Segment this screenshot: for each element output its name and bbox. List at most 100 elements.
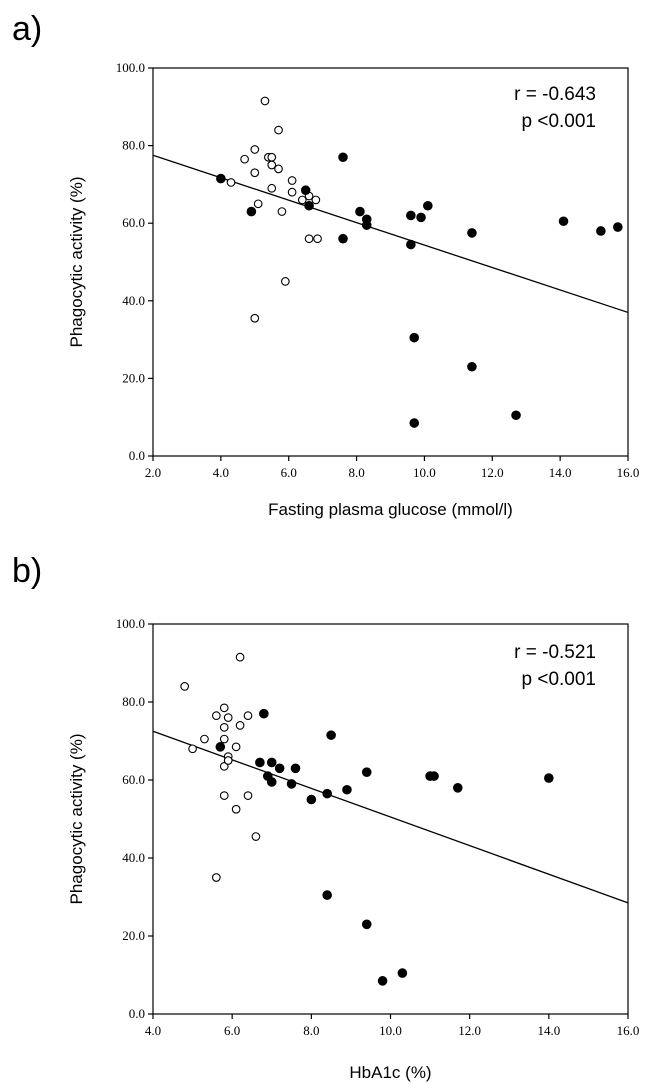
y-tick-label: 60.0 <box>122 215 145 230</box>
data-point-open <box>250 168 260 178</box>
data-point-filled <box>266 777 277 787</box>
data-point-filled <box>409 418 420 428</box>
data-point-filled <box>290 763 301 774</box>
data-point-open <box>280 277 290 286</box>
data-point-filled <box>286 779 297 789</box>
y-tick-label: 100.0 <box>116 616 145 631</box>
data-point-open <box>313 234 322 244</box>
data-point-open <box>250 145 260 154</box>
data-point-open <box>267 152 277 162</box>
data-point-open <box>287 187 297 197</box>
data-point-filled <box>338 233 348 244</box>
data-point-filled <box>342 784 352 795</box>
data-point-filled <box>558 216 569 227</box>
data-point-filled <box>355 206 365 217</box>
data-point-open <box>219 791 229 800</box>
x-axis-title: HbA1c (%) <box>349 1063 431 1082</box>
data-point-open <box>260 96 270 106</box>
x-tick-label: 6.0 <box>224 1023 240 1038</box>
x-tick-label: 8.0 <box>303 1023 319 1038</box>
data-point-filled <box>304 200 314 211</box>
data-point-filled <box>406 239 416 250</box>
data-point-open <box>240 154 249 164</box>
data-point-filled <box>377 976 388 986</box>
data-point-filled <box>322 890 332 900</box>
data-point-open <box>200 734 209 744</box>
y-tick-label: 60.0 <box>122 772 145 787</box>
data-point-filled <box>452 783 463 793</box>
data-point-open <box>231 742 241 752</box>
correlation-r-label: r = -0.521 <box>514 642 596 663</box>
y-tick-label: 40.0 <box>122 850 145 865</box>
data-point-open <box>277 207 287 216</box>
correlation-r-label: r = -0.643 <box>514 84 596 105</box>
data-point-open <box>250 313 260 323</box>
x-tick-label: 8.0 <box>348 465 364 480</box>
data-point-filled <box>306 794 317 805</box>
data-point-open <box>219 703 229 713</box>
data-point-open <box>231 804 241 814</box>
x-tick-label: 10.0 <box>413 465 436 480</box>
data-point-filled <box>216 173 226 184</box>
data-point-filled <box>259 708 269 719</box>
y-tick-label: 0.0 <box>129 448 145 463</box>
y-tick-label: 20.0 <box>122 370 145 385</box>
data-point-open <box>188 744 197 754</box>
data-point-filled <box>406 210 416 221</box>
data-point-filled <box>215 742 226 752</box>
y-axis-title: Phagocytic activity (%) <box>67 734 86 905</box>
y-tick-label: 80.0 <box>122 138 145 153</box>
data-point-filled <box>255 757 265 768</box>
data-point-filled <box>322 788 332 799</box>
data-point-open <box>243 791 253 800</box>
data-point-open <box>219 723 229 732</box>
data-point-filled <box>274 763 285 774</box>
data-point-filled <box>511 410 521 421</box>
p-value-label: p <0.001 <box>522 669 597 690</box>
x-tick-label: 6.0 <box>281 465 297 480</box>
data-point-filled <box>596 226 606 236</box>
x-tick-label: 16.0 <box>617 1023 640 1038</box>
panel-label-a: a) <box>12 10 43 48</box>
data-point-open <box>304 234 314 244</box>
data-point-filled <box>613 222 623 232</box>
data-point-filled <box>338 152 348 163</box>
y-tick-label: 0.0 <box>129 1006 145 1021</box>
data-point-filled <box>467 361 477 372</box>
data-point-filled <box>326 730 336 740</box>
x-tick-label: 10.0 <box>379 1023 402 1038</box>
data-point-filled <box>467 228 477 238</box>
data-point-open <box>211 873 221 882</box>
scatter-chart-a: 0.0 20.0 40.0 60.0 80.0 100.0 2.0 4.0 6.0 8.0 10.0… <box>67 60 640 519</box>
data-point-filled <box>300 185 311 196</box>
y-tick-label: 40.0 <box>122 293 145 308</box>
y-tick-label: 80.0 <box>122 694 145 709</box>
x-tick-label: 16.0 <box>617 465 640 480</box>
x-axis-title: Fasting plasma glucose (mmol/l) <box>268 500 513 519</box>
data-point-filled <box>266 757 277 768</box>
x-tick-label: 4.0 <box>145 1023 161 1038</box>
data-point-open <box>180 682 190 691</box>
data-point-open <box>267 183 277 193</box>
data-point-filled <box>361 220 372 230</box>
p-value-label: p <0.001 <box>522 111 597 132</box>
x-tick-label: 12.0 <box>458 1023 481 1038</box>
data-point-open <box>253 199 263 209</box>
panel-a: a) 0.0 20.0 40.0 60.0 80.0 100.0 2.0 4.0 6.0 8.0 1… <box>12 10 640 519</box>
data-point-open <box>223 713 233 722</box>
plot-frame <box>152 67 629 457</box>
data-point-open <box>311 195 321 205</box>
data-point-filled <box>544 773 554 783</box>
panel-label-b: b) <box>12 552 43 590</box>
x-tick-label: 14.0 <box>537 1023 560 1038</box>
data-point-open <box>223 756 233 765</box>
data-point-open <box>211 711 221 720</box>
x-tick-label: 4.0 <box>213 465 229 480</box>
panel-b: b) 0.0 20.0 40.0 60.0 80.0 100.0 4.0 6.0 8.0 10.0… <box>0 542 655 1084</box>
data-point-filled <box>246 206 257 217</box>
data-point-open <box>226 178 236 187</box>
data-point-open <box>274 125 283 135</box>
data-point-filled <box>361 919 372 930</box>
data-point-open <box>235 721 245 730</box>
scatter-chart-b: 0.0 20.0 40.0 60.0 80.0 100.0 4.0 6.0 8.0 10.0 12.… <box>67 616 640 1082</box>
